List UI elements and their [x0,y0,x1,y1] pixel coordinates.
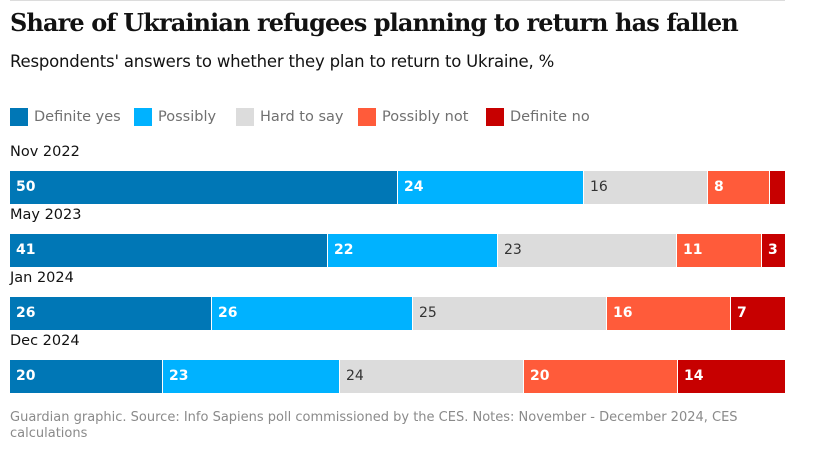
stacked-bar: 26 26 25 16 7 [10,297,785,330]
bar-segment-possibly: 24 [398,171,584,204]
source-note: Guardian graphic. Source: Info Sapiens p… [10,410,738,441]
bar-segment-possibly: 22 [328,234,498,267]
bar-segment-hard-to-say: 25 [413,297,607,330]
bar-segment-definite-no: 3 [762,234,785,267]
legend-swatch [358,108,376,126]
data-label: 16 [613,305,633,321]
row-label: Dec 2024 [10,333,80,349]
bar-segment-definite-no: 14 [678,360,785,393]
row-label: May 2023 [10,207,82,223]
chart-title: Share of Ukrainian refugees planning to … [10,8,739,37]
data-label: 8 [714,179,724,195]
legend-swatch [486,108,504,126]
data-label: 26 [16,305,36,321]
legend-item-hard-to-say: Hard to say [236,106,344,128]
legend-label: Hard to say [260,109,344,125]
row-label: Nov 2022 [10,144,80,160]
bar-segment-definite-yes: 26 [10,297,212,330]
row-label: Jan 2024 [10,270,74,286]
stacked-bar: 20 23 24 20 14 [10,360,785,393]
bar-segment-possibly: 23 [163,360,340,393]
data-label: 22 [334,242,354,258]
legend-swatch [236,108,254,126]
bar-segment-definite-no: 7 [731,297,785,330]
bar-segment-hard-to-say: 16 [584,171,708,204]
chart-subtitle: Respondents' answers to whether they pla… [10,52,555,71]
bar-segment-possibly-not: 11 [677,234,762,267]
data-label: 24 [404,179,424,195]
bar-segment-possibly-not: 8 [708,171,770,204]
data-label: 25 [419,305,437,321]
data-label: 3 [768,242,778,258]
data-label: 50 [16,179,36,195]
bar-segment-definite-yes: 41 [10,234,328,267]
legend-label: Definite no [510,109,590,125]
bar-segment-definite-no [770,171,785,204]
data-label: 23 [504,242,522,258]
legend-label: Possibly not [382,109,469,125]
legend-item-possibly: Possibly [134,106,216,128]
bar-segment-possibly-not: 16 [607,297,731,330]
top-rule [10,0,785,1]
data-label: 20 [530,368,550,384]
legend-swatch [10,108,28,126]
legend-item-definite-no: Definite no [486,106,590,128]
stacked-bar: 50 24 16 8 [10,171,785,204]
chart-legend: Definite yes Possibly Hard to say Possibly … [10,106,800,128]
bar-segment-hard-to-say: 23 [498,234,677,267]
data-label: 41 [16,242,36,258]
data-label: 14 [684,368,704,384]
legend-item-possibly-not: Possibly not [358,106,468,128]
data-label: 16 [590,179,608,195]
data-label: 23 [169,368,189,384]
data-label: 20 [16,368,36,384]
legend-item-definite-yes: Definite yes [10,106,121,128]
legend-label: Definite yes [34,109,121,125]
legend-swatch [134,108,152,126]
stacked-bar: 41 22 23 11 3 [10,234,785,267]
data-label: 26 [218,305,238,321]
bar-segment-definite-yes: 50 [10,171,398,204]
legend-label: Possibly [158,109,217,125]
data-label: 24 [346,368,364,384]
data-label: 7 [737,305,747,321]
bar-segment-definite-yes: 20 [10,360,163,393]
bar-segment-possibly-not: 20 [524,360,678,393]
data-label: 11 [683,242,703,258]
bar-segment-possibly: 26 [212,297,413,330]
bar-segment-hard-to-say: 24 [340,360,524,393]
